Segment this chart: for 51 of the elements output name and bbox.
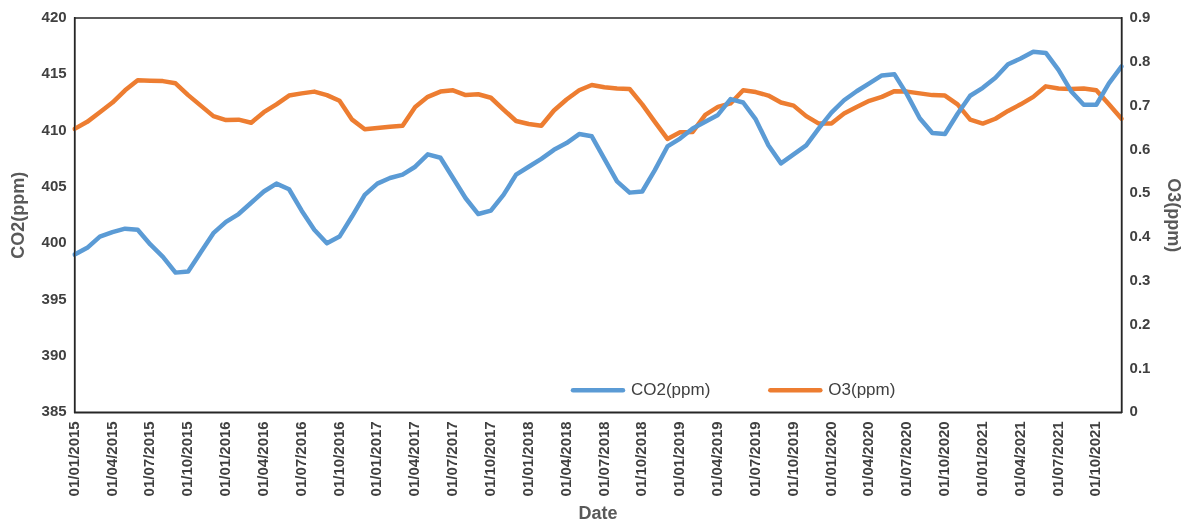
y-axis-title: CO2(ppm) [7,171,28,259]
x-tick-label: 01/07/2020 [897,421,915,497]
y2-tick-label: 0.9 [1129,8,1151,26]
y-tick-label: 415 [41,64,67,82]
x-tick-label: 01/01/2019 [670,421,688,497]
x-tick-label: 01/07/2018 [594,421,612,497]
y2-tick-label: 0.6 [1129,139,1151,157]
x-tick-label: 01/07/2016 [291,421,309,497]
x-tick-label: 01/01/2016 [216,421,234,497]
y2-tick-label: 0.5 [1129,183,1151,201]
x-axis-title: Date [578,503,618,524]
x-tick-label: 01/10/2019 [783,421,801,497]
x-tick-label: 01/10/2018 [632,421,650,497]
y2-tick-label: 0.4 [1129,227,1152,245]
x-tick-label: 01/04/2018 [556,421,574,497]
y-tick-label: 395 [41,289,67,307]
y-tick-label: 385 [41,402,67,420]
x-tick-label: 01/04/2015 [102,421,120,497]
y-tick-label: 390 [41,346,67,364]
y2-tick-label: 0.3 [1129,271,1151,289]
x-tick-label: 01/07/2019 [745,421,763,497]
x-tick-label: 01/10/2016 [329,421,347,497]
x-tick-label: 01/07/2021 [1048,421,1066,497]
x-tick-label: 01/10/2015 [178,421,196,497]
x-tick-label: 01/10/2020 [935,421,953,497]
x-tick-label: 01/10/2017 [481,421,499,497]
y2-tick-label: 0.8 [1129,51,1151,69]
y2-tick-label: 0.7 [1129,95,1151,113]
x-tick-label: 01/01/2020 [821,421,839,497]
y2-axis-title: O3(ppm) [1164,178,1185,253]
legend-label: O3(ppm) [828,380,896,400]
x-tick-label: 01/04/2021 [1010,421,1028,497]
x-tick-label: 01/10/2021 [1086,421,1104,497]
legend-label: CO2(ppm) [630,380,711,400]
x-tick-label: 01/07/2015 [140,421,158,497]
y-tick-label: 410 [41,120,67,138]
x-tick-label: 01/04/2020 [859,421,877,497]
y2-tick-label: 0.1 [1129,358,1151,376]
y2-tick-label: 0.2 [1129,314,1151,332]
x-tick-label: 01/01/2021 [972,421,990,497]
y2-tick-label: 0 [1129,402,1138,420]
x-tick-label: 01/04/2019 [708,421,726,497]
x-tick-label: 01/04/2016 [253,421,271,497]
x-tick-label: 01/07/2017 [443,421,461,497]
y-tick-label: 400 [41,233,67,251]
x-tick-label: 01/01/2015 [64,421,82,497]
x-tick-label: 01/01/2018 [518,421,536,497]
x-tick-label: 01/04/2017 [405,421,423,497]
x-tick-label: 01/01/2017 [367,421,385,497]
y-tick-label: 420 [41,8,67,26]
y-tick-label: 405 [41,177,67,195]
